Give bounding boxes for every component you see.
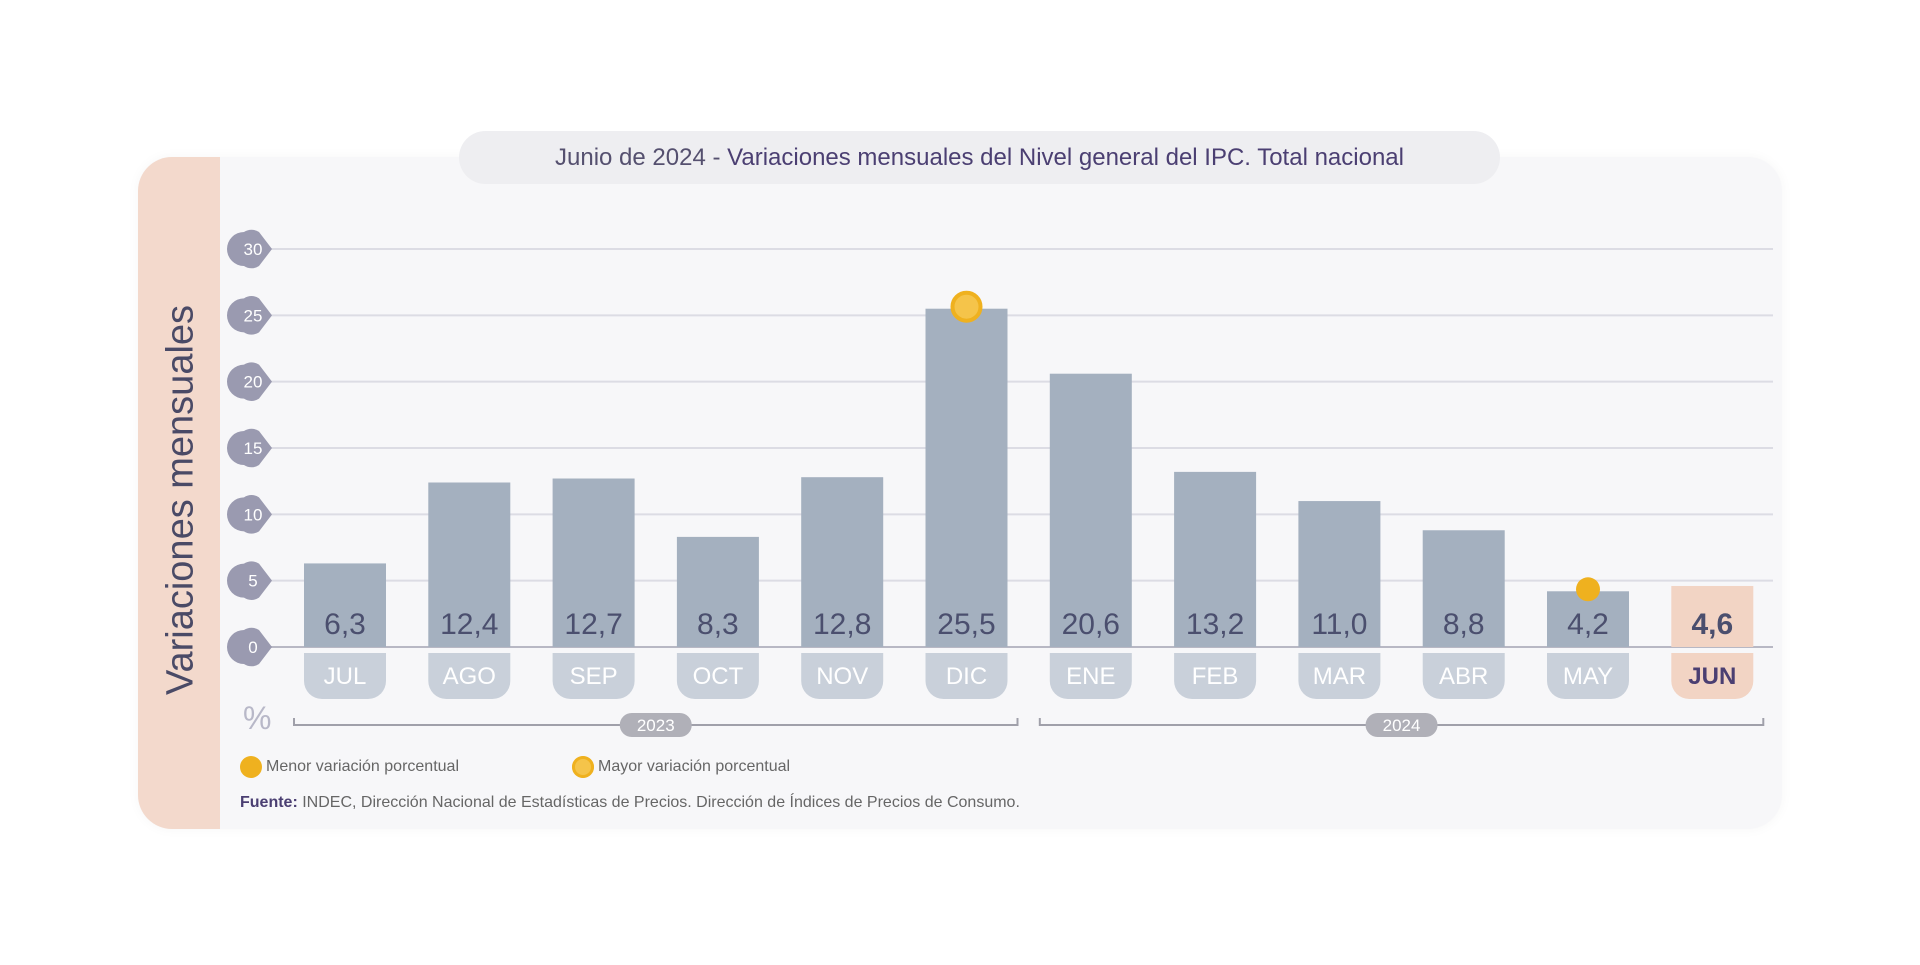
year-label: 2024 [1383, 716, 1421, 735]
month-label: SEP [570, 663, 618, 690]
chart-title: Junio de 2024 - Variaciones mensuales de… [459, 131, 1500, 184]
source-label: Fuente: [240, 794, 298, 811]
month-pill [1671, 653, 1754, 699]
month-pill [1547, 653, 1629, 699]
month-pill [552, 653, 635, 699]
legend-max: Mayor variación porcentual [572, 756, 790, 778]
month-pill [1049, 653, 1132, 699]
y-tick-label: 20 [244, 373, 263, 392]
title-main: Variaciones mensuales del Nivel general … [727, 144, 1404, 171]
month-label: ABR [1439, 663, 1488, 690]
month-label: AGO [443, 663, 496, 690]
y-tick-badge [227, 561, 272, 600]
month-label: ENE [1066, 663, 1115, 690]
max-marker-icon [950, 290, 983, 323]
bar [1298, 501, 1381, 647]
month-pill [676, 653, 759, 699]
bar [304, 563, 386, 647]
value-label: 8,3 [697, 608, 739, 641]
value-label: 12,4 [440, 608, 498, 641]
source-text: INDEC, Dirección Nacional de Estadística… [297, 794, 1020, 811]
month-label: MAR [1313, 663, 1366, 690]
bar [552, 478, 635, 647]
year-pill [619, 713, 692, 737]
value-label: 13,2 [1186, 608, 1244, 641]
month-label: DIC [946, 663, 987, 690]
legend-min: Menor variación porcentual [240, 756, 459, 778]
month-pill [1174, 653, 1257, 699]
value-label: 12,7 [564, 608, 622, 641]
month-pill [1422, 653, 1505, 699]
y-tick-label: 15 [244, 439, 263, 458]
month-label: JUN [1688, 663, 1736, 690]
month-label: JUL [324, 663, 367, 690]
max-marker-icon [572, 756, 594, 778]
bar [1422, 530, 1505, 647]
month-pill [925, 653, 1008, 699]
value-label: 25,5 [937, 608, 995, 641]
side-band [138, 157, 220, 829]
value-label: 20,6 [1062, 608, 1120, 641]
value-label: 8,8 [1443, 608, 1485, 641]
value-label: 4,6 [1691, 608, 1733, 641]
y-tick-label: 5 [248, 572, 257, 591]
title-prefix: Junio de 2024 [555, 144, 706, 171]
bar [1671, 585, 1754, 647]
legend-max-label: Mayor variación porcentual [598, 758, 791, 775]
value-label: 12,8 [813, 608, 871, 641]
bar [801, 477, 884, 647]
month-label: NOV [816, 663, 868, 690]
y-tick-badge [227, 362, 272, 401]
month-label: MAY [1563, 663, 1613, 690]
year-label: 2023 [637, 716, 675, 735]
year-pill [1365, 713, 1438, 737]
y-tick-label: 0 [248, 638, 257, 657]
y-tick-badge [227, 229, 272, 269]
month-label: OCT [693, 663, 744, 690]
y-tick-label: 30 [244, 240, 263, 259]
month-pill [801, 653, 884, 699]
y-tick-badge [227, 495, 272, 534]
y-tick-label: 25 [244, 306, 263, 325]
bar [428, 482, 511, 647]
unit-label: % [243, 700, 272, 736]
month-label: FEB [1192, 663, 1239, 690]
y-tick-badge [227, 428, 272, 468]
value-label: 11,0 [1311, 608, 1367, 641]
bar [925, 308, 1008, 647]
month-pill [1298, 653, 1381, 699]
value-label: 6,3 [324, 608, 366, 641]
y-tick-label: 10 [244, 505, 263, 524]
min-marker-icon [1576, 577, 1600, 602]
month-pill [428, 653, 511, 699]
source-note: Fuente: INDEC, Dirección Nacional de Est… [240, 794, 1020, 812]
month-pill [304, 653, 386, 699]
legend-min-label: Menor variación porcentual [266, 758, 459, 775]
bar [1174, 471, 1257, 647]
min-marker-icon [240, 756, 262, 778]
bar [1049, 373, 1132, 647]
value-label: 4,2 [1567, 608, 1609, 641]
bar [676, 536, 759, 647]
y-tick-badge [227, 627, 272, 667]
y-tick-badge [227, 296, 272, 335]
